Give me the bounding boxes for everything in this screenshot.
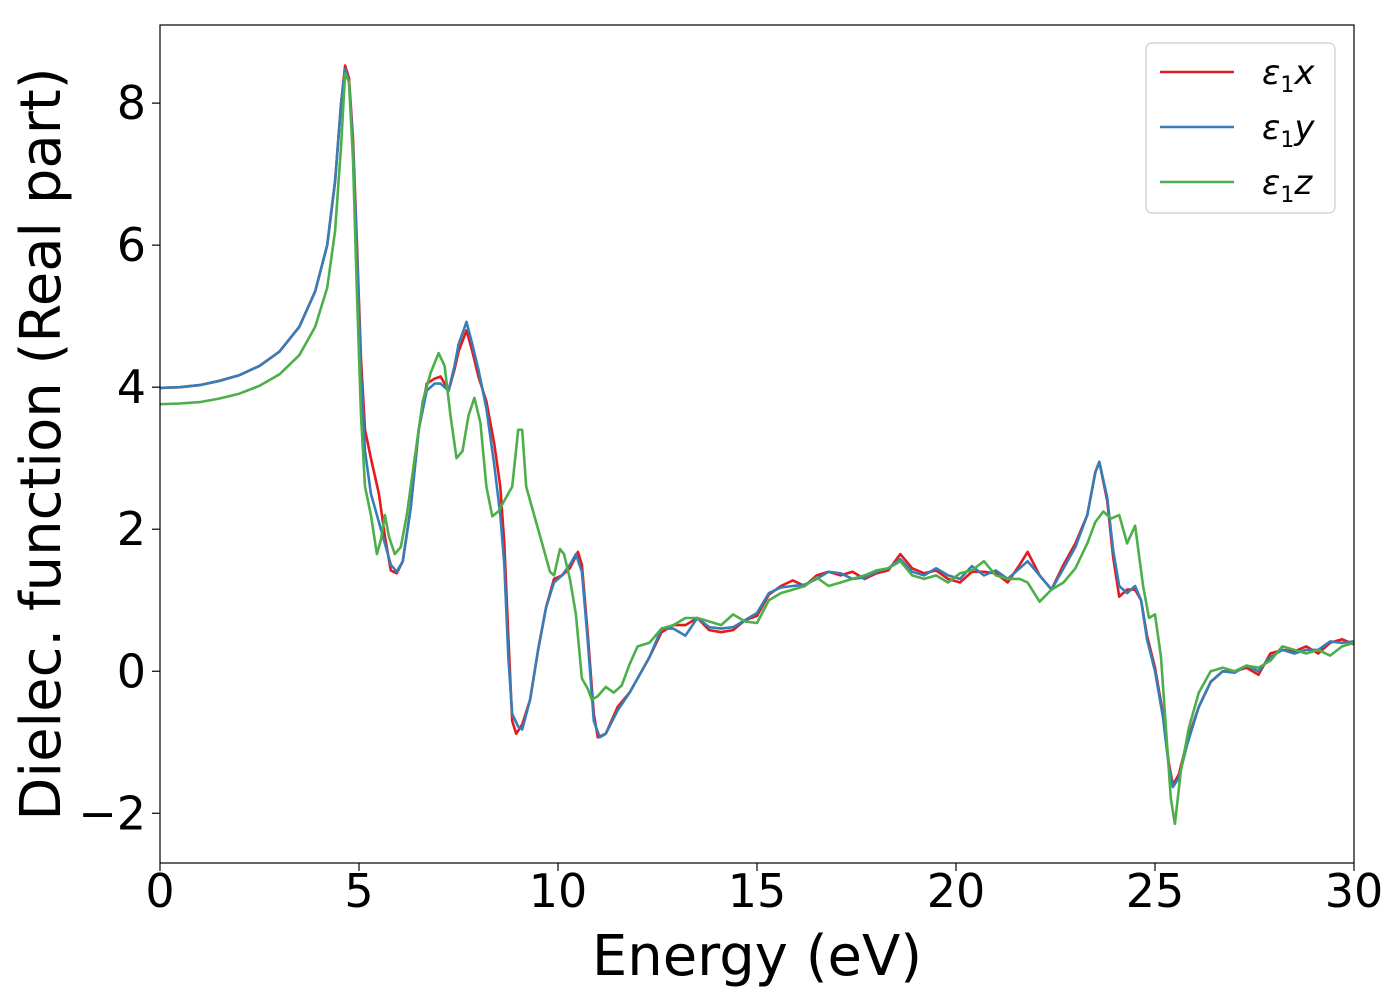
x-tick-label: 15 <box>728 864 787 918</box>
y-tick-label: 2 <box>117 502 146 556</box>
legend-box <box>1145 42 1336 214</box>
x-tick-label: 10 <box>529 864 588 918</box>
legend-label-x: ε1x <box>1262 53 1315 98</box>
y-tick-label: 0 <box>117 644 146 698</box>
legend-label-y: ε1y <box>1262 108 1315 153</box>
y-tick-label: 8 <box>117 76 146 130</box>
x-tick-label: 30 <box>1325 864 1384 918</box>
legend-label-z: ε1z <box>1262 163 1313 208</box>
x-axis-label: Energy (eV) <box>592 924 922 989</box>
y-tick-label: 6 <box>117 218 146 272</box>
legend-entries: ε1x ε1y ε1z <box>1160 53 1315 208</box>
x-axis-ticks: 0 5 10 15 20 25 30 <box>145 863 1383 918</box>
y-tick-label: 4 <box>117 360 146 414</box>
y-axis-ticks: −2 0 2 4 6 8 <box>78 76 160 840</box>
legend: ε1x ε1y ε1z <box>1145 42 1336 214</box>
series-line-z <box>160 72 1354 826</box>
series-layer <box>160 64 1354 826</box>
x-tick-label: 25 <box>1126 864 1185 918</box>
x-tick-label: 0 <box>145 864 174 918</box>
y-axis-label: Dielec. function (Real part) <box>9 67 74 820</box>
x-tick-label: 20 <box>927 864 986 918</box>
y-tick-label: −2 <box>78 786 146 840</box>
x-tick-label: 5 <box>344 864 373 918</box>
